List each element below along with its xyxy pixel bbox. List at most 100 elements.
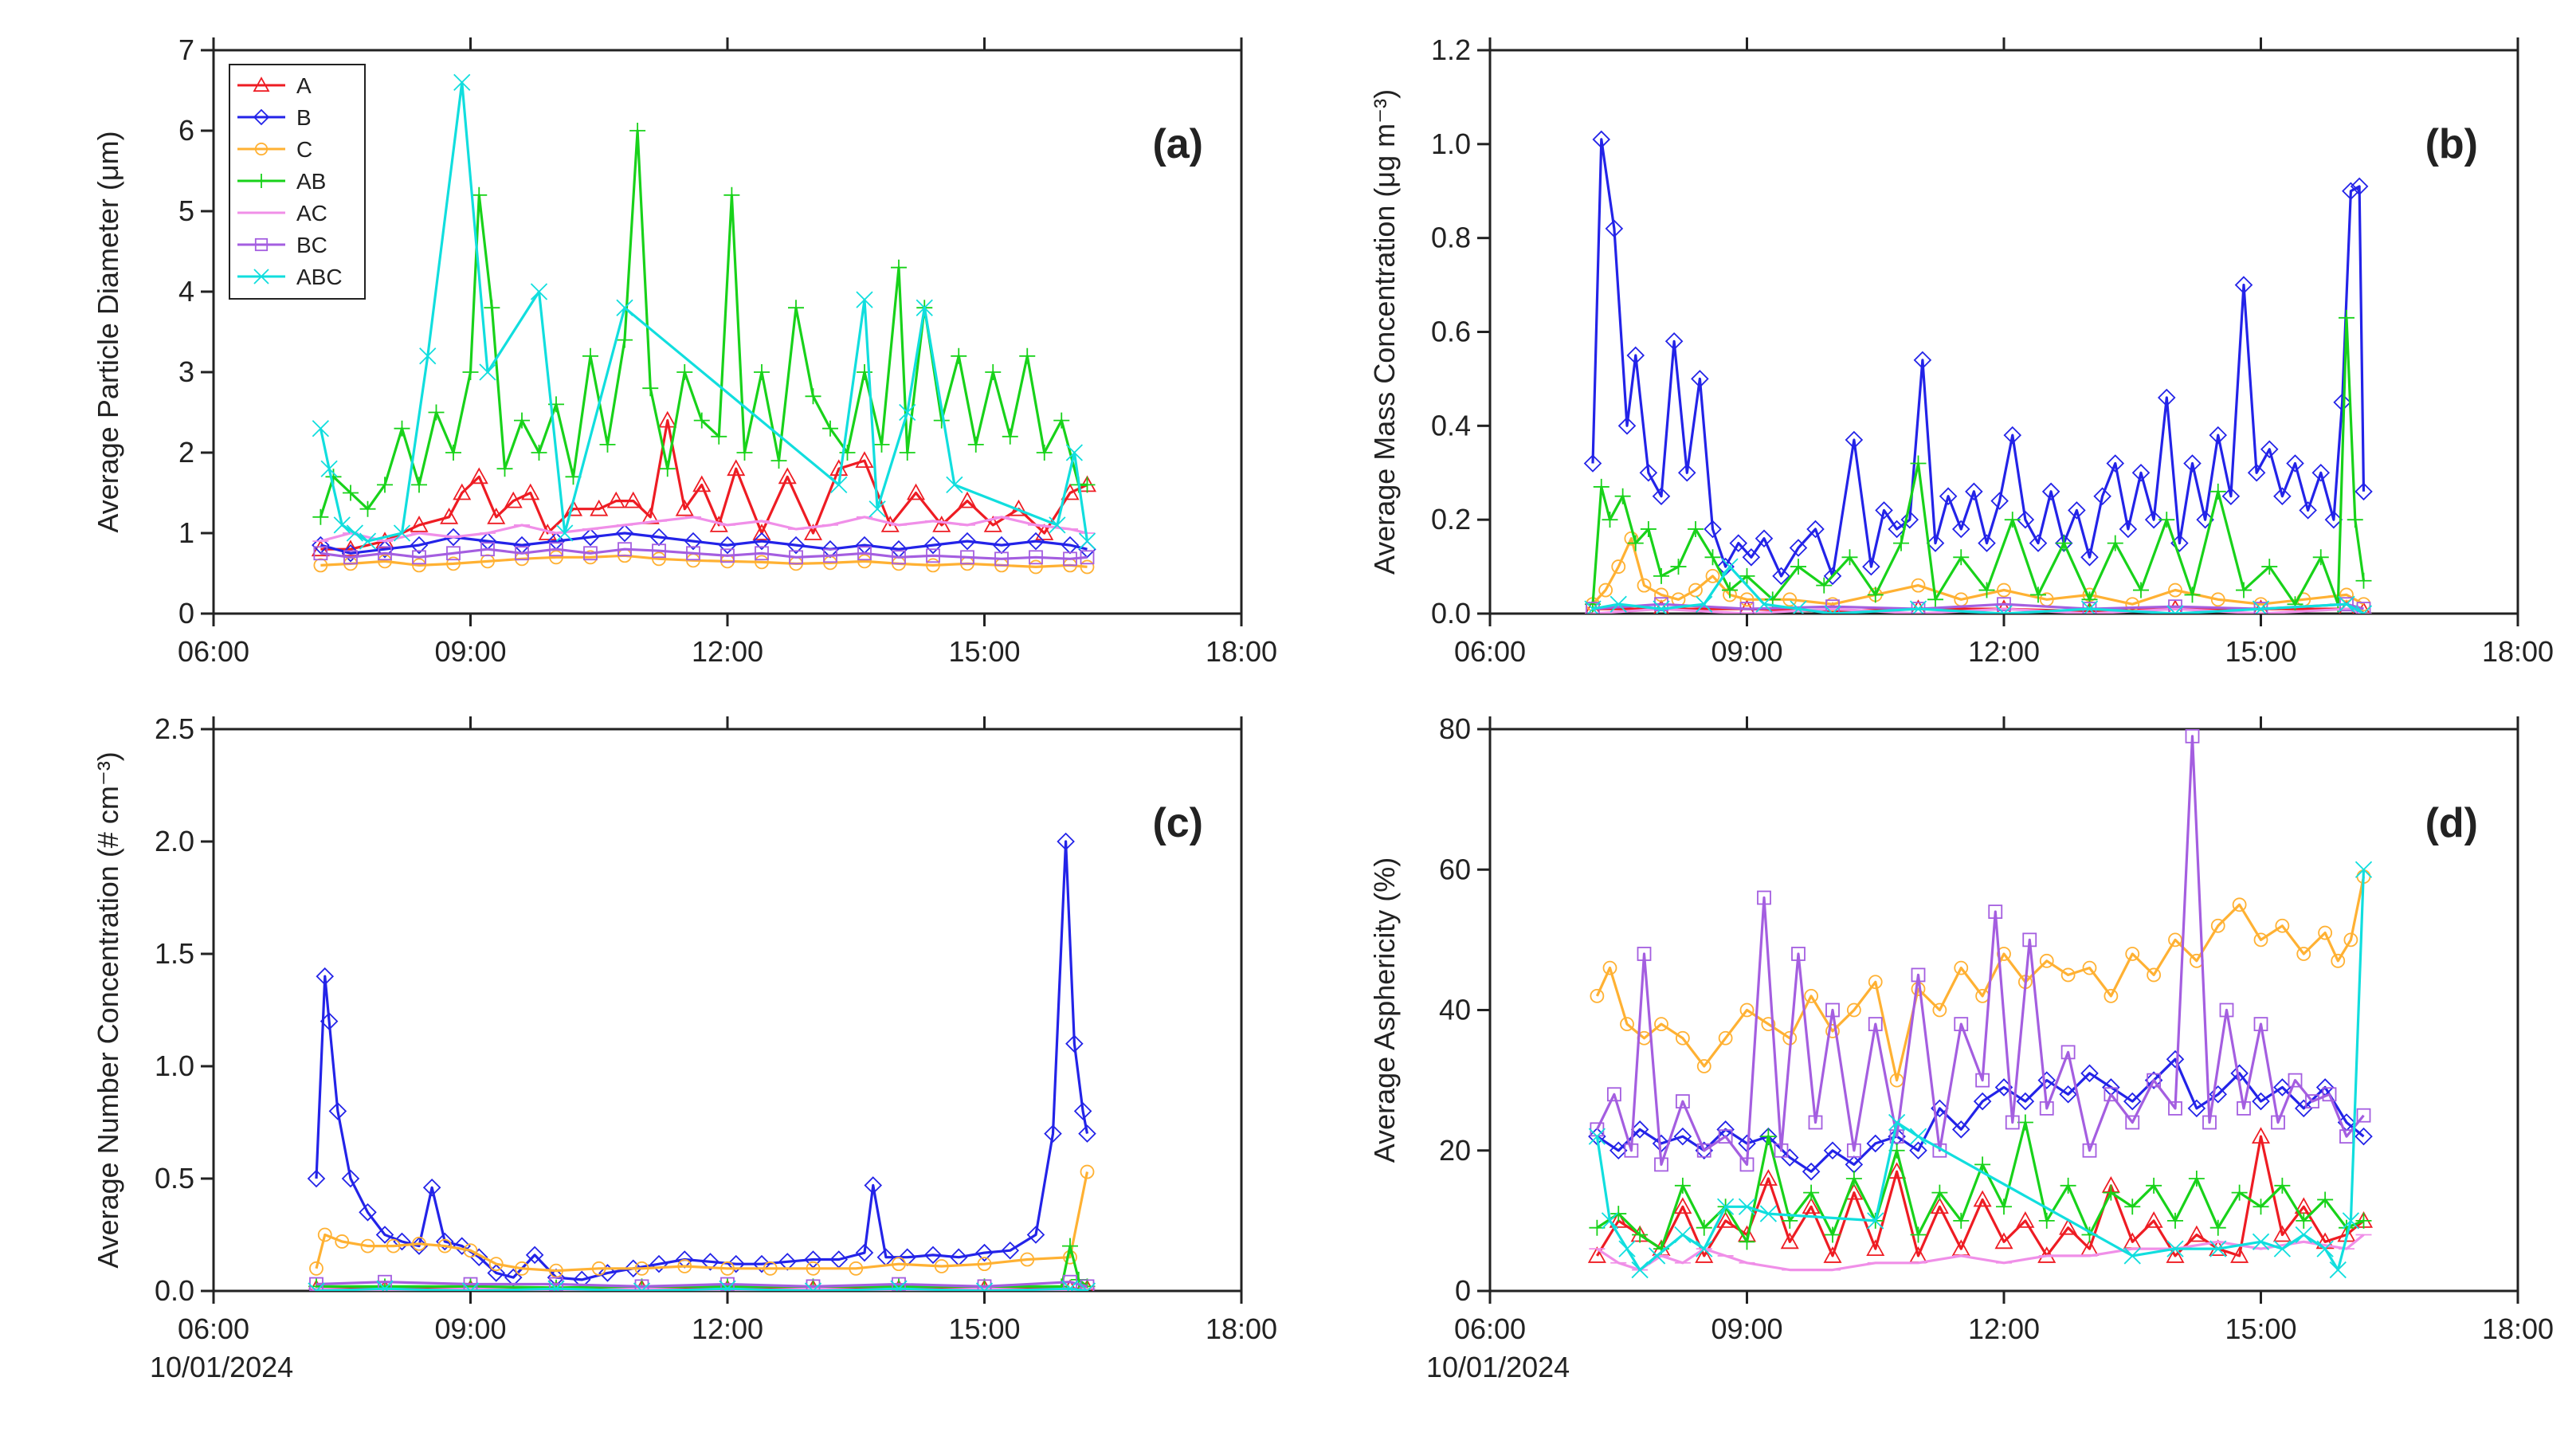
panel-d: 0 20 40 60 80 06:00 09:00 12:00 15:00 18:00 10/01/…: [1368, 712, 2554, 1383]
data-point-a: [440, 507, 459, 524]
data-point-b: [1862, 557, 1880, 576]
data-point-a: [803, 524, 823, 540]
data-point-abc: [868, 500, 886, 518]
data-point-bc: [2271, 1115, 2285, 1130]
data-point-ab: [2236, 582, 2252, 598]
data-point-ab: [1910, 1226, 1927, 1243]
data-point-ab: [2004, 512, 2021, 528]
data-point-bc: [1080, 550, 1095, 565]
data-point-abc: [2209, 1240, 2227, 1257]
data-point-b: [1806, 520, 1825, 539]
data-point-abc: [2354, 605, 2373, 614]
data-point-c: [977, 1257, 992, 1272]
data-point-bc: [720, 1277, 735, 1291]
data-point-bc: [343, 550, 358, 565]
data-point-abc: [975, 1282, 994, 1291]
data-point-c: [1590, 988, 1605, 1003]
data-point-ab: [1053, 412, 1070, 429]
data-point-c: [463, 1243, 478, 1258]
data-point-bc: [549, 1277, 563, 1291]
data-point-ab: [1953, 549, 1970, 566]
series-ac: [312, 516, 1096, 543]
legend-item-b: B: [237, 105, 312, 130]
data-point-abc: [2273, 1240, 2292, 1257]
data-point-b: [341, 1169, 360, 1188]
data-point-b: [1909, 1141, 1927, 1160]
data-point-b: [1888, 520, 1906, 539]
series-line-c: [315, 1171, 1089, 1273]
legend-item-ac: AC: [237, 201, 327, 226]
data-point-c: [437, 1238, 453, 1253]
data-point-a: [1673, 1197, 1692, 1214]
data-point-bc: [515, 546, 529, 561]
data-point-bc: [1637, 947, 1652, 961]
data-point-a: [778, 467, 797, 485]
data-point-b: [316, 967, 335, 986]
series-line-abc: [319, 80, 1089, 543]
data-point-c: [2210, 592, 2225, 607]
data-point-c: [2125, 947, 2140, 961]
data-point-bc: [823, 548, 837, 563]
data-point-a: [469, 467, 488, 485]
data-point-c: [849, 1261, 864, 1276]
data-point-c: [1911, 578, 1926, 593]
data-point-bc: [2147, 1073, 2162, 1088]
data-point-b: [2080, 1064, 2099, 1083]
data-point-bc: [1029, 550, 1043, 565]
data-point-ab: [2107, 535, 2123, 551]
data-point-ab: [2347, 512, 2363, 528]
data-point-ab: [1803, 1184, 1820, 1201]
data-point-ab: [2317, 1191, 2334, 1208]
data-point-c: [549, 550, 563, 565]
series-line-a: [320, 418, 1088, 551]
data-point-abc: [1078, 532, 1096, 550]
data-point-bc: [686, 546, 700, 561]
data-point-b: [2299, 501, 2317, 520]
data-point-a: [1866, 1239, 1885, 1257]
data-point-bc: [2185, 729, 2200, 743]
y-axis-title: Average Particle Diameter (μm): [92, 131, 124, 532]
data-point-bc: [1675, 1094, 1690, 1108]
data-point-bc: [977, 1279, 992, 1291]
data-point-b: [1978, 534, 1996, 552]
data-point-bc: [720, 548, 735, 563]
data-point-b: [2294, 1099, 2313, 1118]
data-point-bc: [1997, 597, 2011, 612]
data-point-abc: [1631, 1261, 1649, 1279]
data-point-bc: [2253, 1017, 2268, 1032]
data-point-c: [446, 556, 461, 571]
data-point-b: [1630, 1120, 1649, 1139]
x-tick-label: 15:00: [948, 1312, 1020, 1345]
data-point-abc: [376, 1280, 394, 1291]
series-line-bc: [316, 1281, 1088, 1289]
data-point-b: [2131, 463, 2151, 482]
data-point-ab: [2209, 483, 2226, 500]
data-point-ab: [582, 347, 598, 364]
series-line-a: [1596, 1135, 2365, 1257]
data-point-b: [598, 1264, 617, 1282]
data-point-a: [983, 516, 1002, 532]
data-point-a: [2016, 1211, 2035, 1228]
data-point-bc: [634, 1279, 649, 1291]
data-point-ab: [1739, 567, 1755, 584]
data-point-ab: [676, 364, 693, 380]
data-point-abc: [461, 1282, 480, 1291]
y-tick-label: 0.6: [1431, 316, 1471, 348]
data-point-bc: [2125, 1115, 2140, 1130]
data-point-b: [718, 536, 737, 555]
data-point-b: [1729, 534, 1748, 552]
data-point-c: [2104, 988, 2119, 1003]
data-point-b: [2209, 1085, 2228, 1104]
data-point-abc: [1674, 1226, 1692, 1244]
series-abc: [1584, 558, 2373, 614]
data-point-bc: [892, 550, 906, 565]
data-point-abc: [333, 516, 351, 534]
legend-label: ABC: [296, 265, 343, 289]
data-point-ab: [2296, 1212, 2312, 1229]
data-point-c: [1825, 1024, 1840, 1038]
data-point-b: [1065, 1034, 1084, 1053]
data-point-b: [375, 1226, 394, 1244]
data-point-a: [1035, 524, 1054, 540]
data-point-ab: [514, 412, 530, 429]
data-point-c: [1761, 1017, 1776, 1032]
